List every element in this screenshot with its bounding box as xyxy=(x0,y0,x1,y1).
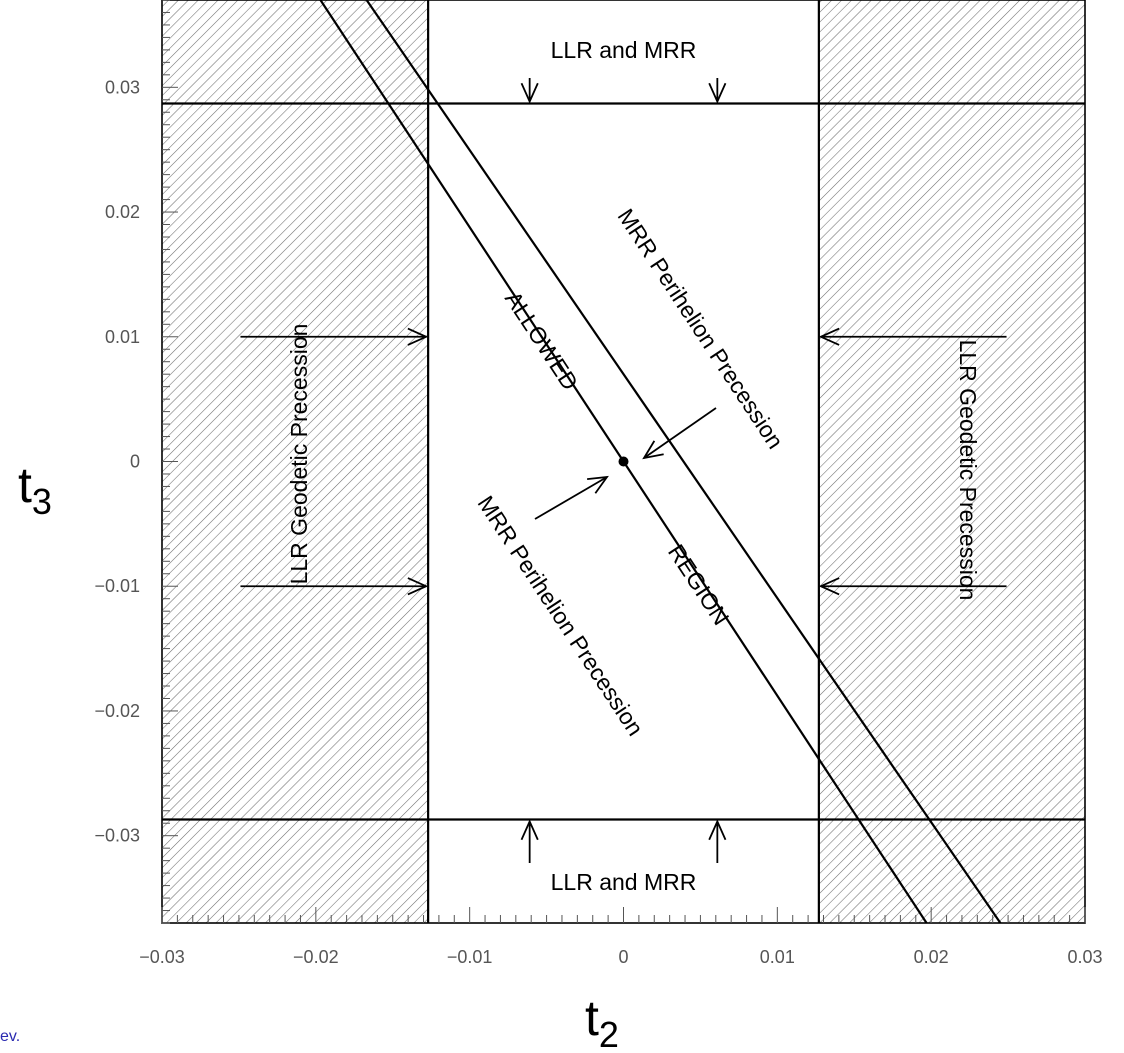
label-allowed: ALLOWED xyxy=(500,286,583,394)
x-axis-title-subscript: 2 xyxy=(599,1014,619,1053)
label-bottom-llr-mrr: LLR and MRR xyxy=(551,869,697,895)
arrow-diagonal-lower xyxy=(534,475,609,520)
footnote-text: ev. xyxy=(0,1028,21,1045)
excluded-regions xyxy=(162,0,1085,923)
y-axis-title-main: t xyxy=(18,457,32,513)
axis-ticks xyxy=(161,0,1086,924)
x-tick-label: 0.02 xyxy=(914,947,949,967)
label-region: REGION xyxy=(663,540,735,630)
x-tick-label: 0.03 xyxy=(1067,947,1102,967)
y-tick-label: −0.01 xyxy=(94,576,140,596)
x-axis-title-main: t xyxy=(585,990,599,1046)
y-axis-title-subscript: 3 xyxy=(32,481,52,522)
arrow-diagonal-upper xyxy=(642,407,717,460)
arrow-right-lower xyxy=(818,577,1007,596)
x-axis-title: t2 xyxy=(585,990,619,1053)
y-axis-title: t3 xyxy=(18,457,52,522)
y-tick-label: 0.03 xyxy=(105,77,140,97)
label-perihelion-upper: MRR Perihelion Precession xyxy=(613,204,789,453)
label-right-geodetic: LLR Geodetic Precession xyxy=(955,340,981,601)
label-perihelion-lower: MRR Perihelion Precession xyxy=(473,491,649,740)
constraint-lines xyxy=(162,0,1085,923)
annotation-arrows xyxy=(240,78,1007,863)
excluded-region-left xyxy=(162,0,429,923)
x-tick-label: −0.02 xyxy=(293,947,339,967)
arrow-left-lower xyxy=(240,577,429,596)
x-tick-label: 0.01 xyxy=(760,947,795,967)
y-tick-label: −0.03 xyxy=(94,826,140,846)
y-tick-label: −0.02 xyxy=(94,701,140,721)
y-tick-label: 0.01 xyxy=(105,327,140,347)
diagonal-line-lower xyxy=(365,0,1002,923)
label-top-llr-mrr: LLR and MRR xyxy=(551,37,697,63)
x-tick-label: −0.01 xyxy=(447,947,493,967)
excluded-region-right xyxy=(818,0,1085,923)
arrow-right-upper xyxy=(818,327,1007,346)
y-tick-label: 0 xyxy=(130,452,140,472)
label-left-geodetic: LLR Geodetic Precession xyxy=(286,324,312,585)
arrow-bottom-left xyxy=(520,819,539,863)
axis-tick-labels: −0.03 −0.02 −0.01 0 0.01 0.02 0.03 0.03 0.02 0.01… xyxy=(94,77,1102,967)
x-tick-label: 0 xyxy=(618,947,628,967)
arrow-left-upper xyxy=(240,327,429,346)
x-tick-label: −0.03 xyxy=(139,947,185,967)
y-tick-label: 0.02 xyxy=(105,202,140,222)
arrow-bottom-right xyxy=(708,819,727,863)
arrow-top-left xyxy=(520,78,539,104)
arrow-top-right xyxy=(708,78,727,104)
data-point-origin xyxy=(618,456,629,467)
